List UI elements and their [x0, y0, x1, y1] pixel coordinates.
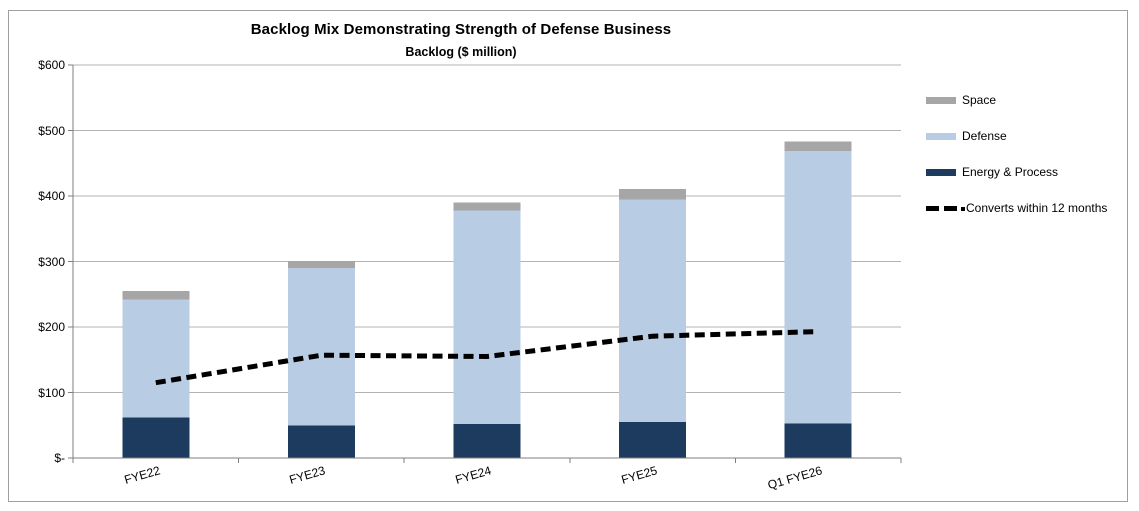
- bar-segment-energy-process-fye22: [122, 417, 190, 458]
- legend-dashed-line-sample: [926, 205, 965, 211]
- legend-label: Space: [962, 93, 997, 107]
- legend-item: Defense: [926, 118, 1131, 154]
- bar-segment-space-fye23: [287, 260, 355, 269]
- bar-segment-defense-fye24: [453, 210, 521, 424]
- y-tick-label: $200: [38, 320, 65, 334]
- bar-segment-energy-process-fye25: [619, 421, 687, 458]
- bar-segment-space-fye25: [619, 188, 687, 200]
- y-tick-label: $300: [38, 254, 65, 269]
- bar-segment-defense-fye25: [619, 199, 687, 422]
- y-tick-label: $600: [38, 58, 65, 72]
- legend-label: Converts within 12 months: [966, 201, 1108, 215]
- y-tick-label: $400: [38, 189, 65, 203]
- legend-item: Converts within 12 months: [926, 190, 1131, 226]
- figure-border: [8, 10, 1128, 502]
- legend-swatch: [926, 132, 956, 140]
- legend-swatch: [926, 96, 956, 104]
- chart-title: Backlog Mix Demonstrating Strength of De…: [250, 21, 672, 38]
- legend: Space Defense Energy & Process Converts wit…: [926, 82, 1131, 226]
- bar-segment-space-fye22: [122, 290, 190, 300]
- y-tick-label: $-: [54, 451, 65, 465]
- y-tick-label: $100: [38, 385, 65, 400]
- bar-segment-space-q1-fye26: [784, 141, 852, 151]
- bar-segment-defense-fye23: [287, 268, 355, 426]
- bar-segment-space-fye24: [453, 202, 521, 211]
- legend-label: Defense: [962, 129, 1007, 143]
- legend-label: Energy & Process: [962, 165, 1059, 179]
- bar-segment-energy-process-fye24: [453, 423, 521, 458]
- legend-item: Space: [926, 82, 1131, 118]
- bar-segment-defense-q1-fye26: [784, 150, 852, 424]
- bar-segment-energy-process-fye23: [287, 425, 355, 458]
- legend-swatch: [926, 168, 956, 176]
- chart-subtitle: Backlog ($ million): [405, 45, 517, 59]
- y-tick-label: $500: [38, 123, 65, 138]
- bar-segment-defense-fye22: [122, 299, 190, 418]
- converts-line: [155, 329, 819, 386]
- legend-item: Energy & Process: [926, 154, 1131, 190]
- bar-segment-energy-process-q1-fye26: [784, 423, 852, 458]
